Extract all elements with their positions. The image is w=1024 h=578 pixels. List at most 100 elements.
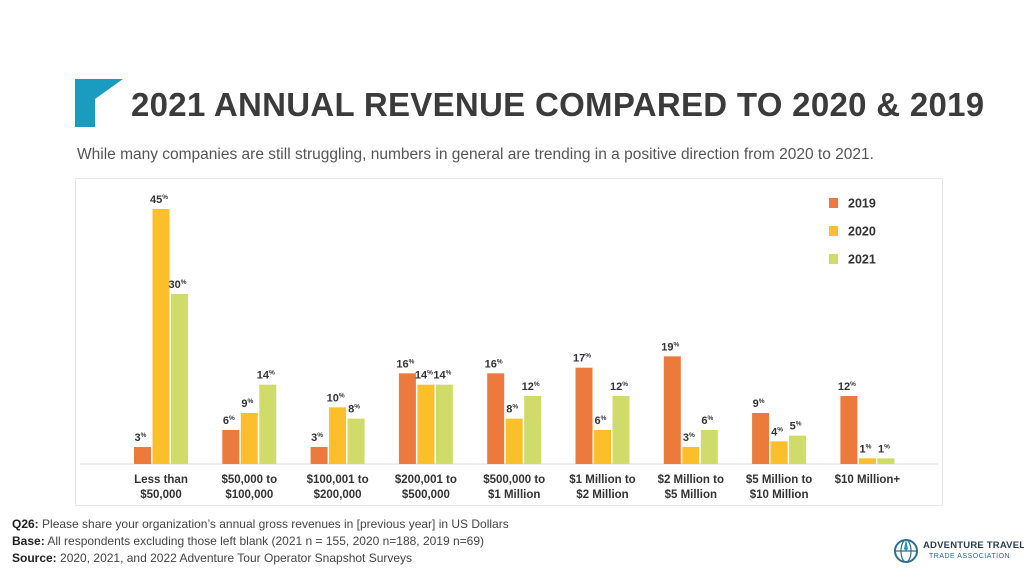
category-label-6: $2 Million to (658, 474, 724, 486)
bar-2020-1 (240, 413, 258, 464)
category-label-7: $10 Million (750, 489, 809, 501)
bar-2021-2 (347, 418, 365, 464)
data-label-2020-8: 1% (859, 443, 871, 455)
percent-suffix: % (585, 353, 591, 360)
footer-base: Base: All respondents excluding those le… (12, 534, 485, 548)
data-label-2019-1: 6% (223, 415, 235, 427)
category-label-8: $10 Million+ (835, 474, 901, 486)
percent-suffix: % (141, 432, 147, 439)
footer-notes: Q26: Please share your organization’s an… (12, 516, 509, 567)
data-label-2019-3: 16% (396, 358, 414, 370)
atta-logo: ADVENTURE TRAVEL TRADE ASSOCIATION (893, 537, 1024, 565)
data-label-2021-2: 8% (348, 404, 360, 416)
category-label-0: Less than (134, 474, 188, 486)
footer-source: Source: 2020, 2021, and 2022 Adventure T… (12, 551, 413, 565)
percent-suffix: % (689, 432, 695, 439)
category-label-4: $1 Million (488, 489, 540, 501)
data-label-2020-7: 4% (771, 426, 783, 438)
percent-suffix: % (181, 279, 187, 286)
bar-2021-7 (789, 435, 807, 464)
corner-accent-icon (75, 79, 123, 127)
data-label-2019-8: 12% (838, 381, 856, 393)
percent-suffix: % (759, 398, 765, 405)
bar-2020-2 (329, 407, 347, 464)
category-label-5: $1 Million to (569, 474, 635, 486)
bar-2021-1 (259, 384, 277, 464)
data-label-2019-5: 17% (573, 353, 591, 365)
data-label-2021-0: 30% (168, 279, 186, 291)
category-label-3: $500,000 (402, 489, 450, 501)
legend-label-2020: 2020 (848, 225, 876, 239)
percent-suffix: % (622, 381, 628, 388)
data-label-2019-0: 3% (135, 432, 147, 444)
data-label-2019-2: 3% (311, 432, 323, 444)
percent-suffix: % (707, 415, 713, 422)
data-label-2019-7: 9% (753, 398, 765, 410)
percent-suffix: % (534, 381, 540, 388)
data-label-2021-8: 1% (878, 443, 890, 455)
category-label-1: $100,000 (225, 489, 273, 501)
bar-2021-0 (171, 294, 188, 464)
bar-2019-6 (663, 356, 681, 464)
legend-swatch-2019 (829, 198, 838, 208)
revenue-bar-chart: 3% 45% 30% Less than $50,000 6% 9% 14% $50,000 t… (80, 194, 938, 501)
percent-suffix: % (512, 404, 518, 411)
bar-2019-0 (134, 447, 151, 464)
data-label-2019-4: 16% (485, 358, 503, 370)
category-label-5: $2 Million (576, 489, 628, 501)
bar-2019-7 (752, 413, 770, 464)
percent-suffix: % (884, 443, 890, 450)
page-title: 2021 ANNUAL REVENUE COMPARED TO 2020 & 2… (131, 86, 985, 123)
bar-2020-0 (152, 209, 170, 464)
bar-2021-4 (524, 396, 542, 464)
globe-compass-icon (894, 539, 918, 563)
bar-2019-4 (487, 373, 505, 464)
footer-question: Q26: Please share your organization’s an… (12, 517, 509, 531)
category-label-3: $200,001 to (395, 474, 457, 486)
bar-2020-7 (770, 441, 788, 464)
category-label-1: $50,000 to (221, 474, 277, 486)
percent-suffix: % (866, 443, 872, 450)
percent-suffix: % (229, 415, 235, 422)
bar-2020-3 (417, 384, 435, 464)
category-label-2: $200,000 (314, 489, 362, 501)
data-label-2020-4: 8% (506, 404, 518, 416)
data-label-2020-6: 3% (683, 432, 695, 444)
category-label-7: $5 Million to (746, 474, 812, 486)
bar-2020-6 (682, 447, 700, 464)
category-label-2: $100,001 to (307, 474, 369, 486)
data-label-2020-2: 10% (327, 392, 345, 404)
percent-suffix: % (162, 194, 168, 201)
percent-suffix: % (850, 381, 856, 388)
bar-2020-5 (594, 430, 611, 464)
percent-suffix: % (269, 370, 275, 377)
percent-suffix: % (446, 370, 452, 377)
percent-suffix: % (354, 404, 360, 411)
percent-suffix: % (339, 392, 345, 399)
data-label-2019-6: 19% (661, 341, 679, 353)
data-label-2021-5: 12% (610, 381, 628, 393)
category-label-0: $50,000 (140, 489, 182, 501)
data-label-2021-1: 14% (257, 370, 275, 382)
bar-2019-5 (575, 367, 593, 464)
category-label-6: $5 Million (665, 489, 717, 501)
data-label-2020-5: 6% (595, 415, 607, 427)
logo-line-2: TRADE ASSOCIATION (929, 553, 1011, 560)
chart-frame (75, 178, 943, 506)
bar-2021-5 (612, 396, 630, 464)
bar-2019-1 (222, 430, 240, 464)
category-label-4: $500,000 to (483, 474, 545, 486)
bar-2019-3 (398, 373, 416, 464)
logo-line-1: ADVENTURE TRAVEL (923, 540, 1024, 551)
data-label-2021-4: 12% (522, 381, 540, 393)
bar-2020-8 (858, 458, 876, 464)
bar-2019-8 (840, 396, 858, 464)
data-label-2021-3: 14% (433, 370, 451, 382)
bar-2019-2 (310, 447, 328, 464)
legend-swatch-2020 (829, 226, 838, 236)
percent-suffix: % (674, 341, 680, 348)
percent-suffix: % (427, 370, 433, 377)
legend-label-2019: 2019 (848, 197, 876, 211)
legend-swatch-2021 (829, 254, 838, 264)
data-label-2020-3: 14% (415, 370, 433, 382)
